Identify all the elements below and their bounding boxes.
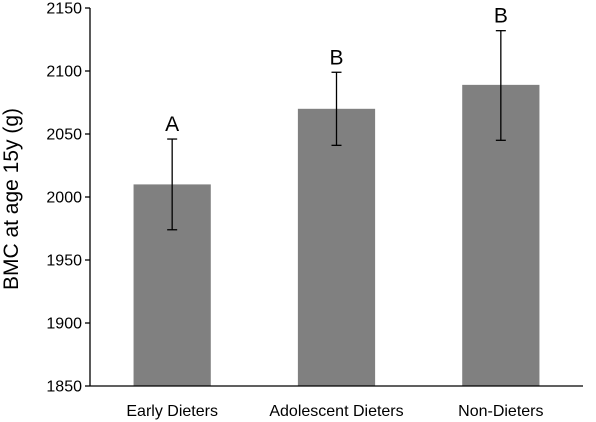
y-tick-label: 1950 (46, 253, 82, 270)
significance-label: B (329, 46, 343, 69)
significance-label: B (494, 5, 508, 28)
y-tick-label: 1900 (46, 316, 82, 333)
y-axis-title: BMC at age 15y (g) (0, 108, 23, 290)
bars (133, 84, 540, 387)
bar (297, 108, 376, 387)
y-tick-label: 2100 (46, 64, 82, 81)
y-tick-label: 2000 (46, 190, 82, 207)
significance-labels: A B B (165, 5, 508, 136)
y-axis-ticks: 1850 1900 1950 2000 2050 2100 2150 (46, 1, 90, 396)
y-tick-label: 1850 (46, 379, 82, 396)
x-category-label: Non-Dieters (458, 403, 543, 420)
x-category-label: Adolescent Dieters (269, 403, 403, 420)
y-tick-label: 2050 (46, 127, 82, 144)
error-bars (167, 30, 506, 231)
significance-label: A (165, 113, 179, 136)
x-category-label: Early Dieters (126, 403, 218, 420)
y-tick-label: 2150 (46, 1, 82, 18)
x-axis-labels: Early Dieters Adolescent Dieters Non-Diete… (126, 403, 543, 420)
